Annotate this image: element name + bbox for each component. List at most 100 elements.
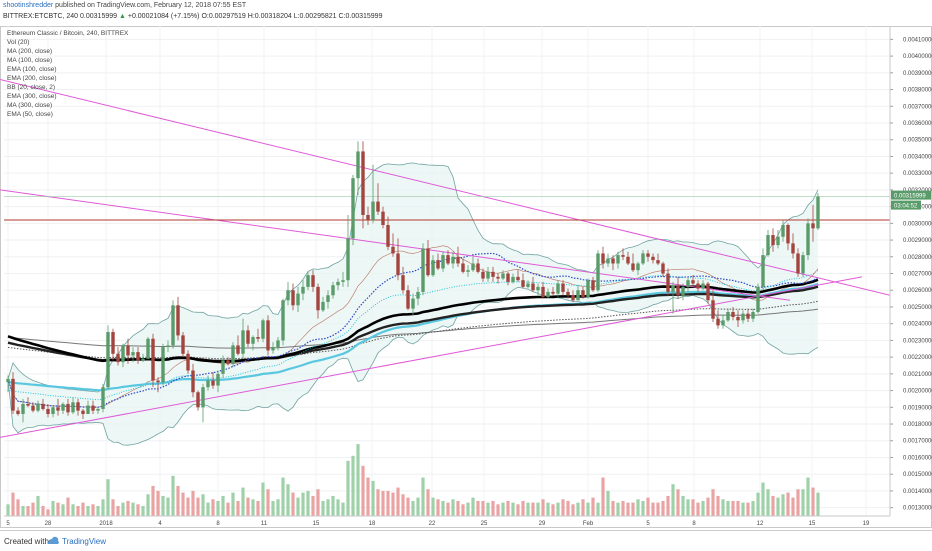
legend-entry: MA (200, close) <box>7 48 52 55</box>
y-tick-label: 0.00130000 <box>903 506 932 512</box>
candle-body <box>716 318 720 326</box>
quote-line: BITTREX:ETCBTC, 240 0.00315999 ▲ +0.0002… <box>3 13 382 20</box>
tradingview-logo-icon[interactable] <box>46 536 60 546</box>
candle-body <box>201 387 205 408</box>
candle-body <box>186 353 190 371</box>
volume-bar <box>171 475 175 516</box>
volume-bar <box>756 492 760 516</box>
volume-bar <box>256 500 260 516</box>
candle-body <box>626 256 630 264</box>
volume-bar <box>56 502 60 516</box>
candle-body <box>181 335 185 354</box>
candle-body <box>361 151 365 215</box>
candle-body <box>601 253 605 264</box>
y-tick-label: 0.00360000 <box>903 121 932 127</box>
candle-body <box>581 290 585 297</box>
candle-body <box>71 402 75 413</box>
volume-bar <box>201 494 205 516</box>
candle-body <box>156 380 160 383</box>
volume-bar <box>736 500 740 516</box>
candle-body <box>696 283 700 289</box>
candle-body <box>396 253 400 276</box>
y-tick-label: 0.00390000 <box>903 71 932 77</box>
candle-body <box>761 255 765 287</box>
volume-bar <box>191 490 195 516</box>
volume-bar <box>81 502 85 516</box>
candle-body <box>816 196 820 229</box>
candle-body <box>441 255 445 269</box>
candle-body <box>306 275 310 287</box>
open-label: O: <box>201 13 209 20</box>
y-tick-label: 0.00230000 <box>903 338 932 344</box>
candle-body <box>376 201 380 212</box>
volume-bar <box>16 499 20 516</box>
volume-bar <box>356 444 360 516</box>
candle-body <box>36 403 40 411</box>
bollinger-upper <box>7 162 819 393</box>
volume-bar <box>576 502 580 516</box>
volume-bar <box>746 502 750 516</box>
chart-area[interactable]: 0.00410000 0.00400000 0.00390000 0.00380000… <box>0 26 932 528</box>
volume-bar <box>511 502 515 516</box>
candle-body <box>486 271 490 279</box>
volume-bar <box>76 505 80 516</box>
volume-bar <box>196 497 200 516</box>
volume-bar <box>616 502 620 516</box>
tradingview-brand-link[interactable]: TradingView <box>62 537 107 546</box>
candle-body <box>241 330 245 354</box>
candle-body <box>496 276 500 279</box>
volume-bar <box>706 497 710 516</box>
high-label: H: <box>247 13 255 20</box>
candle-body <box>801 255 805 274</box>
volume-bar <box>631 502 635 516</box>
y-tick-label: 0.00400000 <box>903 54 932 60</box>
volume-bar <box>86 505 90 516</box>
volume-bar <box>426 489 430 516</box>
volume-bar <box>496 504 500 516</box>
volume-bar <box>66 497 70 516</box>
volume-bar <box>146 494 150 516</box>
candle-body <box>6 378 10 383</box>
candle-body <box>691 280 695 284</box>
candle-body <box>191 370 195 393</box>
candle-body <box>556 283 560 294</box>
volume-bar <box>301 492 305 516</box>
volume-bar <box>771 495 775 516</box>
candle-body <box>166 345 170 348</box>
candle-body <box>136 352 140 361</box>
volume-bar <box>456 500 460 516</box>
trendline-upper <box>0 79 891 296</box>
volume-bar <box>691 499 695 516</box>
volume-bar <box>531 502 535 516</box>
candle-body <box>56 407 60 411</box>
candle-body <box>281 300 285 341</box>
volume-bar <box>596 502 600 516</box>
candle-body <box>146 338 150 359</box>
candle-body <box>456 256 460 264</box>
up-arrow-icon: ▲ <box>118 13 126 20</box>
y-tick-label: 0.00200000 <box>903 389 932 395</box>
candle-body <box>576 290 580 301</box>
candle-body <box>61 403 65 411</box>
candle-body <box>676 285 680 296</box>
candle-body <box>381 211 385 226</box>
volume-bar <box>416 497 420 516</box>
candle-body <box>516 276 520 281</box>
volume-bar <box>696 502 700 516</box>
candle-body <box>756 286 760 312</box>
candle-body <box>571 295 575 301</box>
volume-bar <box>211 499 215 516</box>
volume-bar <box>31 502 35 516</box>
candle-body <box>461 263 465 272</box>
volume-bar <box>126 500 130 516</box>
candle-body <box>481 271 485 279</box>
volume-bar <box>26 505 30 516</box>
candle-body <box>356 151 360 179</box>
author-link[interactable]: shootinshredder <box>3 2 54 9</box>
price-chart[interactable]: 0.00410000 0.00400000 0.00390000 0.00380000… <box>0 26 932 528</box>
candle-body <box>721 320 725 326</box>
candle-body <box>681 286 685 296</box>
candle-body <box>536 286 540 291</box>
y-tick-label: 0.00160000 <box>903 455 932 461</box>
volume-bar <box>436 499 440 516</box>
